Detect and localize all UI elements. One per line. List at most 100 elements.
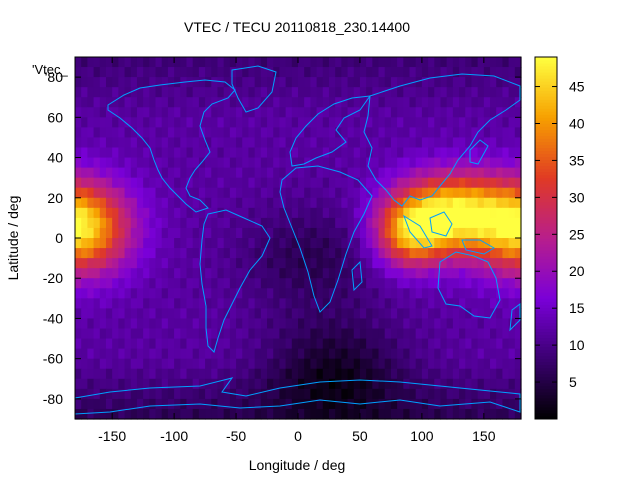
heatmap-cell (105, 258, 113, 269)
heatmap-cell (124, 358, 132, 370)
heatmap-cell (366, 378, 373, 390)
heatmap-cell (465, 318, 473, 330)
heatmap-cell (434, 248, 442, 259)
heatmap-cell (260, 378, 268, 390)
heatmap-cell (409, 137, 417, 149)
heatmap-cell (421, 147, 429, 159)
heatmap-cell (99, 87, 107, 98)
heatmap-cell (273, 107, 281, 118)
heatmap-cell (372, 57, 380, 68)
heatmap-cell (335, 117, 342, 128)
heatmap-cell (316, 378, 324, 390)
colorbar-segment (535, 346, 557, 351)
heatmap-cell (490, 288, 497, 299)
heatmap-cell (415, 117, 423, 128)
heatmap-cell (502, 268, 510, 279)
heatmap-cell (477, 187, 485, 199)
heatmap-cell (248, 67, 256, 78)
heatmap-cell (341, 388, 349, 400)
heatmap-cell (112, 308, 119, 320)
heatmap-cell (440, 217, 448, 229)
heatmap-cell (149, 67, 157, 78)
heatmap-cell (471, 107, 479, 118)
heatmap-cell (415, 67, 423, 78)
heatmap-cell (304, 328, 311, 340)
heatmap-cell (397, 308, 404, 320)
heatmap-cell (409, 57, 417, 68)
heatmap-cell (291, 87, 299, 98)
heatmap-cell (124, 157, 132, 169)
heatmap-cell (347, 318, 355, 330)
heatmap-cell (112, 57, 119, 68)
heatmap-cell (483, 97, 491, 108)
heatmap-cell (316, 278, 324, 289)
heatmap-cell (322, 368, 330, 380)
heatmap-cell (483, 248, 491, 259)
heatmap-cell (291, 308, 299, 320)
heatmap-cell (514, 338, 522, 350)
heatmap-cell (161, 187, 169, 199)
heatmap-cell (155, 117, 163, 128)
heatmap-cell (273, 308, 281, 320)
colorbar-segment (535, 195, 557, 200)
heatmap-cell (310, 97, 318, 108)
heatmap-cell (322, 318, 330, 330)
heatmap-cell (260, 348, 268, 360)
heatmap-cell (397, 338, 404, 350)
heatmap-cell (502, 117, 510, 128)
heatmap-cell (421, 388, 429, 400)
heatmap-cell (155, 127, 163, 139)
heatmap-cell (198, 187, 206, 199)
heatmap-cell (105, 378, 113, 390)
heatmap-cell (477, 117, 485, 128)
heatmap-cell (384, 388, 392, 400)
heatmap-cell (211, 137, 219, 149)
heatmap-cell (174, 278, 181, 289)
heatmap-cell (421, 238, 429, 249)
heatmap-cell (205, 147, 212, 159)
heatmap-cell (459, 97, 466, 108)
heatmap-cell (130, 227, 138, 239)
heatmap-cell (211, 227, 219, 239)
heatmap-cell (508, 197, 516, 209)
coastline-borneo (429, 211, 453, 237)
heatmap-cell (508, 187, 516, 199)
heatmap-cell (273, 278, 281, 289)
heatmap-cell (366, 398, 373, 410)
heatmap-cell (248, 207, 256, 219)
heatmap-cell (211, 378, 219, 390)
heatmap-cell (459, 107, 466, 118)
heatmap-cell (459, 227, 466, 239)
heatmap-cell (143, 107, 150, 118)
heatmap-cell (409, 67, 417, 78)
heatmap-cell (298, 167, 305, 179)
heatmap-cell (310, 117, 318, 128)
heatmap-cell (514, 318, 522, 330)
heatmap-cell (415, 177, 423, 189)
heatmap-cell (409, 378, 417, 390)
heatmap-cell (130, 378, 138, 390)
heatmap-cell (99, 127, 107, 139)
heatmap-cell (378, 177, 386, 189)
heatmap-cell (452, 328, 460, 340)
heatmap-cell (118, 57, 126, 68)
y-tick-label: 20 (47, 190, 63, 206)
heatmap-cell (316, 288, 324, 299)
heatmap-cell (198, 207, 206, 219)
coastline-asia (363, 73, 521, 207)
heatmap-cell (440, 238, 448, 249)
heatmap-cell (490, 127, 497, 139)
heatmap-cell (378, 318, 386, 330)
heatmap-cell (298, 308, 305, 320)
heatmap-cell (99, 398, 107, 410)
heatmap-cell (118, 137, 126, 149)
heatmap-cell (465, 328, 473, 340)
heatmap-cell (471, 238, 479, 249)
heatmap-cell (124, 308, 132, 320)
heatmap-cell (471, 318, 479, 330)
heatmap-cell (279, 227, 287, 239)
heatmap-cell (322, 77, 330, 88)
heatmap-cell (459, 207, 466, 219)
heatmap-cell (75, 328, 82, 340)
heatmap-cell (490, 77, 497, 88)
